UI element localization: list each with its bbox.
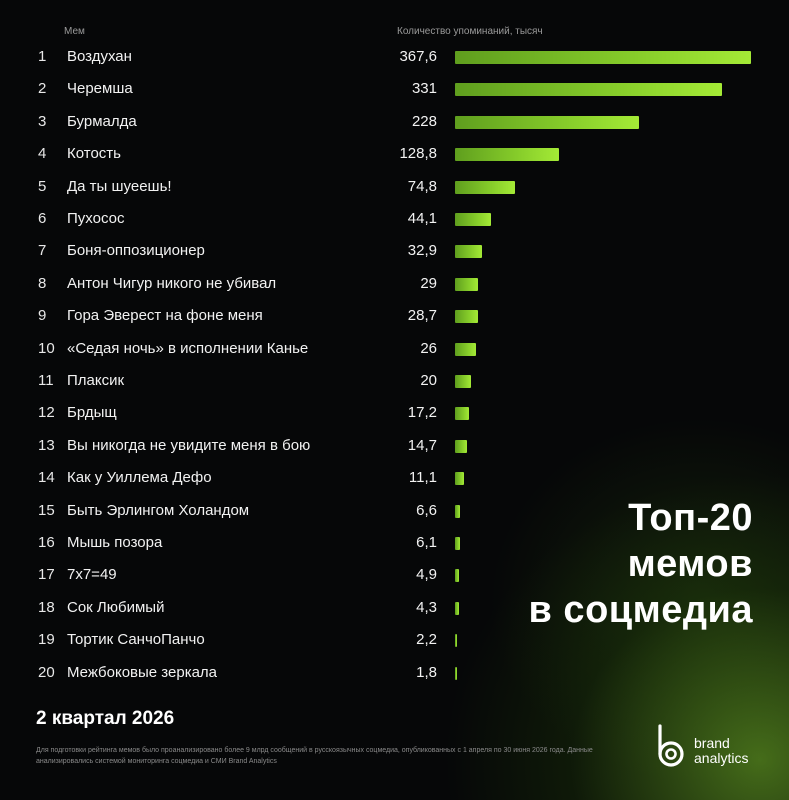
meme-name-label: Мышь позора — [67, 534, 163, 551]
meme-name-label: Воздухан — [67, 48, 132, 65]
infographic-title: Топ-20 мемов в соцмедиа — [529, 495, 753, 633]
rank-label: 16 — [38, 534, 55, 551]
value-label: 1,8 — [416, 663, 437, 681]
bar — [455, 148, 559, 162]
bar — [455, 601, 459, 615]
bar — [455, 666, 457, 680]
rank-label: 4 — [38, 145, 47, 163]
brand-analytics-logo-icon — [658, 724, 684, 767]
column-header-meme: Мем — [64, 26, 85, 37]
meme-name-label: Как у Уиллема Дефо — [67, 469, 212, 487]
value-label: 74,8 — [407, 177, 437, 195]
value-label: 14,7 — [407, 436, 437, 454]
bar — [455, 277, 479, 291]
value-label: 44,1 — [407, 210, 437, 227]
bar — [455, 537, 460, 550]
rank-label: 12 — [38, 404, 55, 422]
rank-label: 17 — [38, 566, 55, 584]
value-label: 4,3 — [416, 598, 437, 616]
logo-text-line-1: brand — [694, 735, 730, 751]
bar — [455, 634, 457, 648]
meme-name-label: Пухосос — [67, 210, 125, 227]
rank-label: 3 — [38, 112, 47, 130]
value-label: 228 — [411, 112, 437, 130]
value-label: 20 — [420, 372, 437, 389]
bar — [455, 569, 459, 583]
value-label: 32,9 — [407, 242, 437, 260]
meme-name-label: «Седая ночь» в исполнении Канье — [67, 339, 309, 357]
rank-label: 7 — [38, 242, 47, 260]
meme-name-label: Вы никогда не увидите меня в бою — [67, 436, 311, 454]
bar — [455, 407, 469, 421]
logo-text-line-2: analytics — [694, 750, 749, 766]
meme-name-label: Бурмалда — [67, 112, 137, 130]
bar — [455, 439, 467, 453]
value-label: 17,2 — [407, 404, 437, 422]
rank-label: 18 — [38, 598, 55, 616]
rank-label: 19 — [38, 631, 55, 649]
rank-label: 1 — [38, 48, 47, 65]
value-label: 11,1 — [408, 469, 437, 487]
title-line-3: в соцмедиа — [528, 589, 753, 631]
rank-label: 20 — [38, 663, 55, 681]
rank-label: 10 — [38, 339, 55, 357]
value-label: 6,1 — [416, 534, 437, 551]
methodology-footnote: Для подготовки рейтинга мемов было проан… — [36, 747, 593, 765]
value-label: 2,2 — [416, 631, 437, 649]
bar — [455, 342, 476, 356]
value-label: 128,8 — [399, 145, 437, 163]
bar — [455, 213, 491, 226]
title-line-2: мемов — [627, 543, 753, 585]
value-label: 331 — [411, 80, 437, 98]
meme-name-label: Сок Любимый — [67, 598, 165, 616]
value-label: 28,7 — [407, 307, 437, 325]
rank-label: 14 — [38, 469, 55, 487]
title-line-1: Топ-20 — [628, 497, 753, 539]
bar — [455, 51, 751, 64]
meme-name-label: Черемша — [67, 80, 133, 98]
meme-name-label: Плаксик — [67, 372, 125, 389]
rank-label: 6 — [38, 210, 47, 227]
rank-label: 5 — [38, 177, 47, 195]
value-label: 4,9 — [416, 566, 437, 584]
meme-name-label: Да ты шуеешь! — [67, 177, 172, 195]
rank-label: 9 — [38, 307, 47, 325]
rank-label: 8 — [38, 274, 47, 292]
bar — [455, 83, 722, 97]
period-label: 2 квартал 2026 — [36, 708, 175, 729]
meme-name-label: Котость — [67, 145, 121, 163]
meme-name-label: 7x7=49 — [67, 566, 117, 584]
value-label: 6,6 — [416, 501, 437, 519]
rank-label: 15 — [38, 501, 55, 519]
meme-name-label: Боня-оппозиционер — [67, 242, 205, 260]
rank-label: 13 — [38, 436, 55, 454]
bar — [455, 115, 639, 129]
bar — [455, 504, 461, 518]
value-label: 26 — [420, 339, 437, 357]
bar — [455, 472, 464, 486]
bar — [455, 245, 482, 259]
meme-name-label: Гора Эверест на фоне меня — [67, 307, 263, 325]
bar-chart: 1 Воздухан 367,6 2 Черемша 331 3 Бурмалда 228 4 Ко… — [38, 48, 751, 681]
value-label: 29 — [420, 274, 437, 292]
column-header-count: Количество упоминаний, тысяч — [397, 26, 543, 37]
rank-label: 11 — [38, 372, 54, 389]
value-label: 367,6 — [399, 48, 437, 65]
meme-name-label: Антон Чигур никого не убивал — [67, 274, 277, 292]
brand-analytics-logo: brand analytics — [654, 724, 764, 774]
rank-label: 2 — [38, 80, 47, 98]
meme-name-label: Брдыщ — [67, 404, 117, 422]
bar — [455, 310, 479, 324]
meme-name-label: Межбоковые зеркала — [67, 663, 218, 681]
meme-name-label: Тортик СанчоПанчо — [67, 631, 205, 649]
meme-name-label: Быть Эрлингом Холандом — [67, 501, 250, 519]
bar — [455, 180, 516, 194]
bar — [455, 375, 472, 388]
